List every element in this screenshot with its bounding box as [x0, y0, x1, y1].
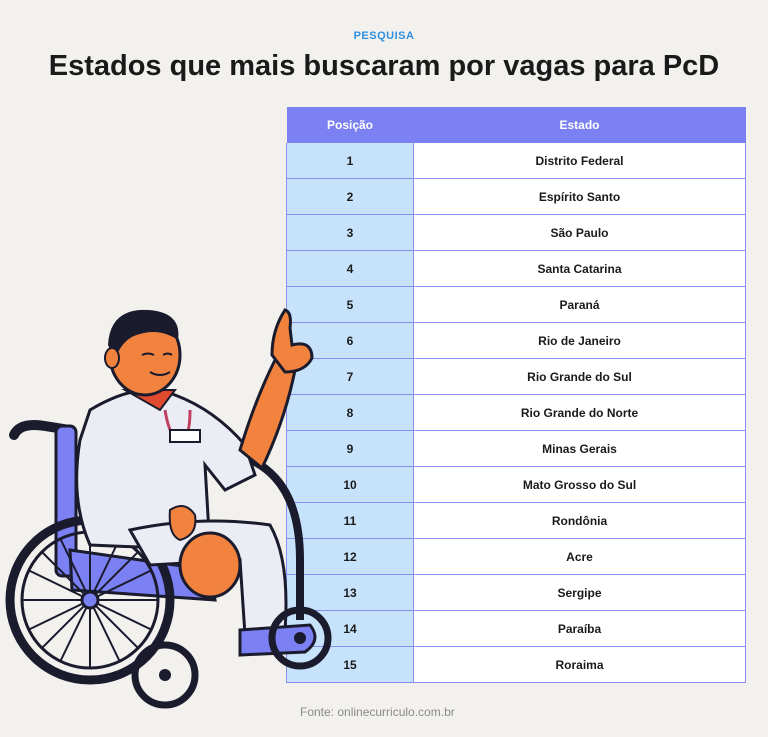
section-eyebrow: PESQUISA [353, 30, 415, 42]
position-cell: 13 [286, 574, 414, 611]
position-cell: 2 [286, 178, 414, 215]
table-row: 5 Paraná [286, 286, 746, 323]
state-cell: Rio Grande do Norte [413, 394, 746, 431]
source-caption: Fonte: onlinecurriculo.com.br [300, 705, 455, 719]
state-cell: Paraná [413, 286, 746, 323]
table-row: 15 Roraima [286, 646, 746, 683]
state-cell: São Paulo [413, 214, 746, 251]
position-cell: 5 [286, 286, 414, 323]
state-cell: Minas Gerais [413, 430, 746, 467]
position-cell: 10 [286, 466, 414, 503]
state-cell: Acre [413, 538, 746, 575]
state-cell: Rio de Janeiro [413, 322, 746, 359]
table-body: 1 Distrito Federal 2 Espírito Santo 3 São Pau… [286, 143, 746, 683]
column-header-state: Estado [413, 107, 746, 143]
table-row: 4 Santa Catarina [286, 250, 746, 287]
table-row: 14 Paraíba [286, 610, 746, 647]
state-cell: Rondônia [413, 502, 746, 539]
state-cell: Sergipe [413, 574, 746, 611]
table-row: 7 Rio Grande do Sul [286, 358, 746, 395]
table-header-row: Posição Estado [286, 107, 746, 143]
position-cell: 4 [286, 250, 414, 287]
position-cell: 9 [286, 430, 414, 467]
position-cell: 3 [286, 214, 414, 251]
table-row: 8 Rio Grande do Norte [286, 394, 746, 431]
state-cell: Mato Grosso do Sul [413, 466, 746, 503]
table-row: 9 Minas Gerais [286, 430, 746, 467]
table-row: 12 Acre [286, 538, 746, 575]
page-title: Estados que mais buscaram por vagas para… [48, 50, 720, 82]
ranking-table: Posição Estado 1 Distrito Federal 2 Espírit… [286, 107, 746, 683]
column-header-position: Posição [286, 107, 414, 143]
state-cell: Rio Grande do Sul [413, 358, 746, 395]
position-cell: 15 [286, 646, 414, 683]
table-row: 2 Espírito Santo [286, 178, 746, 215]
state-cell: Roraima [413, 646, 746, 683]
table-row: 3 São Paulo [286, 214, 746, 251]
table-row: 6 Rio de Janeiro [286, 322, 746, 359]
wheelchair-user-illustration-icon [5, 308, 332, 709]
state-cell: Espírito Santo [413, 178, 746, 215]
table-row: 10 Mato Grosso do Sul [286, 466, 746, 503]
position-cell: 1 [286, 143, 414, 179]
state-cell: Santa Catarina [413, 250, 746, 287]
state-cell: Distrito Federal [413, 143, 746, 179]
table-row: 1 Distrito Federal [286, 143, 746, 179]
state-cell: Paraíba [413, 610, 746, 647]
ranking-table-container: Posição Estado 1 Distrito Federal 2 Espírit… [286, 107, 746, 683]
position-cell: 11 [286, 502, 414, 539]
position-cell: 12 [286, 538, 414, 575]
position-cell: 8 [286, 394, 414, 431]
table-row: 13 Sergipe [286, 574, 746, 611]
table-row: 11 Rondônia [286, 502, 746, 539]
